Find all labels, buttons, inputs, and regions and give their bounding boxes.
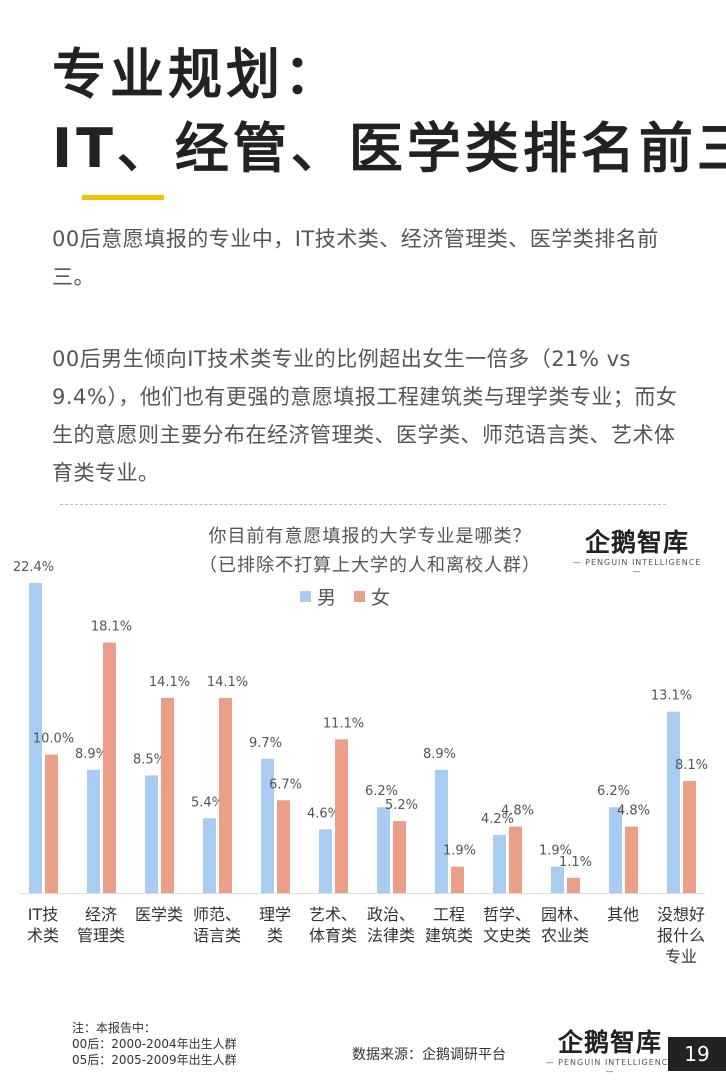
data-label: 22.4% <box>13 560 54 575</box>
section-divider <box>60 504 666 505</box>
bar-female <box>277 800 290 893</box>
chart-legend: 男女 <box>300 583 390 610</box>
intro-paragraph-1: 00后意愿填报的专业中，IT技术类、经济管理类、医学类排名前三。 <box>52 227 659 289</box>
chart-subtitle: （已排除不打算上大学的人和离校人群） <box>199 555 541 576</box>
bar-female <box>683 780 696 893</box>
logo-tagline: PENGUIN INTELLIGENCE <box>545 1058 675 1076</box>
category-label: 园林、 <box>541 905 589 924</box>
category-label: 哲学、 <box>483 905 531 924</box>
data-label: 4.8% <box>617 804 650 819</box>
data-label: 1.1% <box>559 855 592 870</box>
bar-female <box>219 697 232 893</box>
category-label: 语言类 <box>193 926 241 945</box>
data-label: 14.1% <box>207 675 248 690</box>
data-label: 4.2% <box>481 812 514 827</box>
bar-male <box>29 583 42 893</box>
bar-male <box>261 758 274 893</box>
bar-male <box>145 775 158 893</box>
category-label: 报什么 <box>657 926 705 945</box>
category-label: 艺术、 <box>309 905 357 924</box>
data-label: 4.8% <box>501 804 534 819</box>
data-label: 6.7% <box>269 777 302 792</box>
category-label: 农业类 <box>541 926 589 945</box>
data-label: 8.9% <box>423 747 456 762</box>
category-label: 经济 <box>85 905 117 924</box>
category-label: 管理类 <box>77 926 125 945</box>
penguin-intelligence-logo: 企鹅智库 PENGUIN INTELLIGENCE <box>572 530 702 576</box>
bar-male <box>377 807 390 893</box>
footnote-line: 00后：2000-2004年出生人群 <box>72 1037 237 1051</box>
data-label: 9.7% <box>249 736 282 751</box>
bar-male <box>319 829 332 893</box>
data-label: 5.2% <box>385 798 418 813</box>
penguin-intelligence-logo-footer: 企鹅智库 PENGUIN INTELLIGENCE <box>545 1030 675 1076</box>
bar-female <box>45 754 58 893</box>
data-label: 1.9% <box>443 844 476 859</box>
data-label: 11.1% <box>323 716 364 731</box>
intro-paragraph-2: 00后男生倾向IT技术类专业的比例超出女生一倍多（21% vs 9.4%），他们… <box>52 347 678 485</box>
data-label: 13.1% <box>651 689 692 704</box>
logo-wordmark: 企鹅智库 <box>584 528 689 557</box>
chart-title: 你目前有意愿填报的大学专业是哪类？ <box>208 526 532 547</box>
category-label: 理学 <box>259 905 291 924</box>
bar-male <box>551 866 564 893</box>
category-label: 体育类 <box>309 926 357 945</box>
legend-swatch-male <box>300 591 311 602</box>
bar-male <box>435 769 448 893</box>
bar-female <box>625 826 638 893</box>
bar-female <box>103 642 116 893</box>
footnote-line: 05后：2005-2009年出生人群 <box>72 1053 237 1067</box>
category-label: 建筑类 <box>425 926 473 945</box>
bar-male <box>493 834 506 893</box>
data-label: 4.6% <box>307 806 340 821</box>
headline-line-2: IT、经管、医学类排名前三 <box>52 117 726 180</box>
data-label: 6.2% <box>597 784 630 799</box>
logo-wordmark: 企鹅智库 <box>557 1028 662 1057</box>
legend-swatch-female <box>354 591 366 602</box>
bar-male <box>609 807 622 893</box>
bar-female <box>161 697 174 893</box>
data-label: 6.2% <box>365 784 398 799</box>
bar-female <box>509 826 522 893</box>
data-label: 18.1% <box>91 620 132 635</box>
bar-male <box>87 769 100 893</box>
data-label: 1.9% <box>539 844 572 859</box>
bar-female <box>335 739 348 893</box>
logo-tagline: PENGUIN INTELLIGENCE <box>572 558 702 576</box>
category-label: 文史类 <box>483 926 531 945</box>
category-label: 术类 <box>27 926 59 945</box>
category-label: 法律类 <box>367 926 415 945</box>
category-label: 专业 <box>665 947 697 966</box>
headline-accent-bar <box>82 195 164 200</box>
category-label: 工程 <box>433 905 465 924</box>
footnote: 注：本报告中： 00后：2000-2004年出生人群 05后：2005-2009… <box>72 1020 237 1068</box>
legend-label-female: 女 <box>371 587 391 609</box>
data-label: 5.4% <box>191 795 224 810</box>
headline-line-1: 专业规划： <box>52 43 342 106</box>
category-label: 其他 <box>607 905 639 924</box>
data-source: 数据来源：企鹅调研平台 <box>352 1047 506 1063</box>
bar-female <box>567 877 580 893</box>
bar-female <box>451 866 464 893</box>
footnote-line: 注：本报告中： <box>72 1021 157 1035</box>
category-label: 师范、 <box>193 905 241 924</box>
category-label: 没想好 <box>657 905 705 924</box>
bar-female <box>393 821 406 893</box>
bar-male <box>203 818 216 893</box>
category-label: 类 <box>267 926 283 945</box>
category-label: 医学类 <box>135 905 183 924</box>
bar-chart: 22.4% 10.0% IT技术类 8.9% 18.1% 经济管理类 8.5% 14.1% 医学… <box>13 560 708 966</box>
bar-male <box>667 711 680 893</box>
legend-label-male: 男 <box>317 587 337 609</box>
data-label: 10.0% <box>33 732 74 747</box>
data-label: 8.1% <box>675 758 708 773</box>
page-number: 19 <box>668 1037 726 1071</box>
data-label: 8.9% <box>75 747 108 762</box>
data-label: 14.1% <box>149 675 190 690</box>
data-label: 8.5% <box>133 752 166 767</box>
category-label: 政治、 <box>367 905 415 924</box>
category-label: IT技 <box>28 905 59 924</box>
